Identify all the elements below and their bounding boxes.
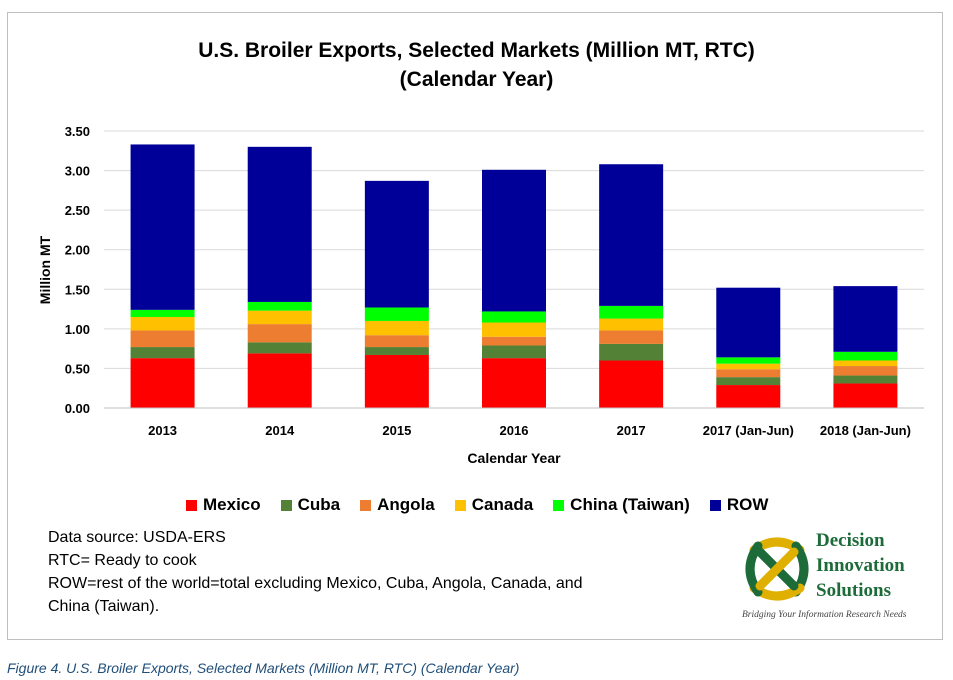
bar-segment-angola — [482, 336, 546, 346]
logo-tagline: Bridging Your Information Research Needs — [742, 610, 907, 620]
bar-segment-row — [599, 164, 664, 306]
y-axis-title: Million MT — [37, 235, 53, 304]
legend-label: Mexico — [203, 495, 261, 514]
bar-segment-mexico — [599, 360, 664, 408]
bar-segment-canada — [130, 316, 195, 331]
bar-segment-row — [364, 180, 429, 308]
bar-segment-row — [482, 169, 546, 312]
figure-caption: Figure 4. U.S. Broiler Exports, Selected… — [7, 660, 520, 676]
note-row: ROW=rest of the world=total excluding Me… — [48, 575, 583, 592]
note-row-cont: China (Taiwan). — [48, 598, 160, 615]
bar-segment-mexico — [247, 353, 312, 408]
bars — [130, 144, 898, 408]
bar-segment-cuba — [482, 345, 546, 359]
legend-item: Cuba — [280, 495, 341, 515]
bar-segment-china-taiwan — [716, 357, 781, 364]
bar-segment-row — [833, 286, 898, 352]
bar-segment-cuba — [599, 343, 664, 361]
x-tick-label: 2013 — [148, 423, 177, 438]
legend-item: Angola — [360, 495, 435, 515]
legend-swatch — [553, 499, 565, 511]
chart-title-line-2: (Calendar Year) — [399, 68, 554, 91]
legend-label: ROW — [726, 495, 769, 514]
chart-title-line-1: U.S. Broiler Exports, Selected Markets (… — [198, 39, 755, 62]
bar-segment-china-taiwan — [599, 305, 664, 319]
y-tick-label: 3.00 — [65, 164, 90, 179]
y-tick-label: 0.50 — [65, 361, 90, 376]
bar-segment-china-taiwan — [247, 301, 312, 311]
y-tick-label: 0.00 — [65, 401, 90, 416]
bar-segment-mexico — [130, 358, 195, 408]
note-source: Data source: USDA-ERS — [48, 529, 226, 546]
legend-label: China (Taiwan) — [570, 495, 690, 514]
legend-label: Canada — [471, 495, 534, 514]
x-tick-label: 2017 (Jan-Jun) — [703, 423, 794, 438]
x-tick-label: 2014 — [265, 423, 295, 438]
bar-segment-canada — [482, 322, 546, 337]
bar-segment-row — [716, 287, 781, 358]
logo-line-3: Solutions — [816, 580, 891, 601]
company-logo: Decision Innovation Solutions Bridging Y… — [736, 528, 936, 628]
legend-item: Mexico — [186, 495, 261, 515]
bar-segment-row — [247, 146, 312, 302]
knot-icon — [745, 537, 809, 601]
bar-segment-china-taiwan — [364, 307, 429, 321]
y-tick-label: 1.00 — [65, 322, 90, 337]
legend-swatch — [186, 499, 197, 511]
y-tick-label: 2.00 — [65, 243, 90, 258]
legend-swatch — [709, 499, 721, 511]
y-tick-label: 2.50 — [65, 203, 90, 218]
bar-segment-canada — [599, 318, 664, 331]
x-tick-label: 2016 — [500, 423, 529, 438]
bar-segment-row — [130, 144, 195, 310]
bar-segment-china-taiwan — [482, 311, 546, 323]
bar-segment-cuba — [833, 375, 898, 384]
notes: Data source: USDA-ERS RTC= Ready to cook… — [48, 526, 688, 618]
x-tick-label: 2017 — [617, 423, 646, 438]
bar-segment-angola — [247, 324, 312, 343]
y-tick-labels: 0.00 0.50 1.00 1.50 2.00 2.50 3.00 3.50 — [65, 124, 90, 416]
bar-segment-angola — [364, 335, 429, 348]
bar-segment-mexico — [716, 385, 781, 408]
bar-segment-cuba — [716, 377, 781, 386]
bar-segment-angola — [716, 369, 781, 378]
legend-label: Angola — [377, 495, 435, 514]
x-tick-label: 2015 — [382, 423, 411, 438]
legend-swatch — [454, 499, 466, 511]
bar-segment-mexico — [364, 354, 429, 408]
bar-segment-cuba — [364, 347, 429, 355]
y-tick-label: 3.50 — [65, 124, 90, 139]
bar-segment-china-taiwan — [130, 309, 195, 317]
bar-segment-angola — [833, 366, 898, 376]
bar-segment-canada — [716, 363, 781, 370]
x-tick-label: 2018 (Jan-Jun) — [820, 423, 911, 438]
legend-label: Cuba — [297, 495, 341, 514]
legend-item: ROW — [709, 495, 769, 515]
bar-segment-canada — [247, 310, 312, 325]
bar-segment-mexico — [833, 383, 898, 408]
y-tick-label: 1.50 — [65, 282, 90, 297]
bar-segment-angola — [130, 330, 195, 348]
logo-line-2: Innovation — [816, 555, 905, 576]
legend-swatch — [360, 499, 372, 511]
bar-segment-canada — [364, 320, 429, 336]
legend-item: China (Taiwan) — [553, 495, 690, 515]
note-rtc: RTC= Ready to cook — [48, 552, 197, 569]
legend-swatch — [280, 499, 292, 511]
bar-segment-angola — [599, 330, 664, 344]
logo-line-1: Decision — [816, 530, 885, 551]
bar-segment-cuba — [247, 342, 312, 354]
bar-segment-china-taiwan — [833, 351, 898, 361]
x-tick-labels: 2013 2014 2015 2016 2017 2017 (Jan-Jun) 2018 (… — [148, 423, 911, 438]
bar-segment-canada — [833, 360, 898, 367]
x-axis-title: Calendar Year — [467, 450, 561, 466]
bar-segment-mexico — [482, 358, 546, 408]
bar-segment-cuba — [130, 347, 195, 359]
chart-title: U.S. Broiler Exports, Selected Markets (… — [0, 36, 953, 94]
legend-item: Canada — [454, 495, 534, 515]
legend: Mexico Cuba Angola Canada China (Taiwan) ROW — [186, 495, 768, 515]
